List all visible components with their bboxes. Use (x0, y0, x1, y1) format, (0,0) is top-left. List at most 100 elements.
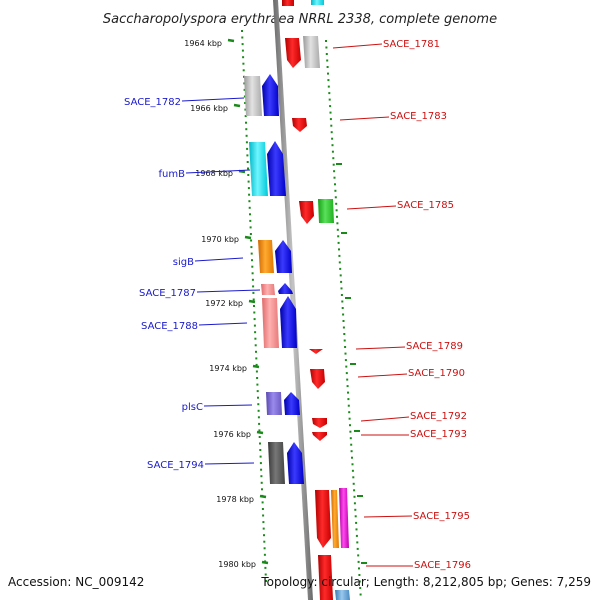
gene-arrow-sace-1792[interactable] (312, 418, 327, 428)
scale-dot (348, 417, 351, 420)
gene-arrow-top-cyan[interactable] (311, 0, 324, 5)
scale-dot (259, 442, 261, 445)
scale-dot (256, 390, 259, 393)
gene-arrow-fumb[interactable] (249, 142, 268, 196)
scale-dot (254, 337, 257, 340)
gene-label-sace-1794[interactable]: SACE_1794 (147, 460, 204, 471)
scale-dash (350, 363, 356, 365)
label-leader-line (363, 515, 413, 518)
scale-dot (331, 150, 334, 153)
gene-label-fumb[interactable]: fumB (159, 169, 186, 180)
scale-dot (336, 228, 339, 231)
label-leader-line (198, 322, 248, 326)
gene-arrow-blue-7[interactable] (287, 442, 304, 484)
gene-arrow-sigb[interactable] (258, 240, 274, 273)
scale-dot (261, 488, 263, 491)
scale-dot (359, 593, 362, 596)
kbp-tick-label: 1968 kbp (195, 169, 233, 178)
gene-arrow-blue-3[interactable] (275, 240, 292, 273)
gene-arrow-blue-5[interactable] (280, 296, 297, 348)
scale-dot (253, 324, 256, 327)
gene-arrow-blue-2[interactable] (267, 141, 286, 196)
gene-label-sace-1792[interactable]: SACE_1792 (410, 411, 467, 422)
scale-dot (344, 346, 347, 348)
gene-label-sace-1785[interactable]: SACE_1785 (397, 200, 454, 211)
gene-arrow-sace-1796[interactable] (318, 555, 333, 600)
scale-dot (343, 339, 346, 342)
gene-arrow-sace-1790[interactable] (310, 369, 325, 389)
scale-dot (261, 508, 264, 510)
gene-label-sace-1788[interactable]: SACE_1788 (141, 321, 198, 332)
gene-arrow-sace-1785[interactable] (299, 201, 314, 224)
scale-dot (248, 193, 251, 196)
gene-arrow-sace-1781[interactable] (285, 38, 301, 68)
gene-arrow-blue-1[interactable] (262, 74, 279, 116)
scale-dot (265, 580, 267, 582)
gene-label-sigb[interactable]: sigB (173, 257, 194, 268)
scale-dot (351, 463, 354, 466)
label-leader-line (346, 205, 397, 210)
gene-arrow-sace-1783[interactable] (292, 118, 307, 132)
gene-arrow-sace-1789[interactable] (309, 349, 323, 354)
scale-dot (346, 378, 349, 381)
gene-arrow-sace-1795[interactable] (315, 490, 331, 548)
scale-dot (356, 541, 359, 544)
gene-arrow-light-blue[interactable] (335, 590, 350, 600)
scale-dot (338, 248, 340, 251)
gene-label-sace-1793[interactable]: SACE_1793 (410, 429, 467, 440)
gene-arrow-blue-6[interactable] (284, 392, 300, 415)
gene-arrow-magenta[interactable] (339, 488, 349, 548)
scale-dot (252, 291, 255, 294)
gene-label-plsc[interactable]: plsC (182, 402, 203, 413)
gene-arrow-sace-1787[interactable] (261, 284, 275, 295)
scale-dot (325, 53, 328, 55)
gene-label-sace-1795[interactable]: SACE_1795 (413, 511, 470, 522)
kbp-tick-label: 1974 kbp (209, 364, 247, 373)
gene-label-sace-1781[interactable]: SACE_1781 (383, 39, 440, 50)
scale-dot (347, 404, 350, 407)
gene-arrow-sace-1793[interactable] (312, 432, 327, 441)
gene-label-sace-1789[interactable]: SACE_1789 (406, 341, 463, 352)
scale-dot (336, 215, 338, 218)
kbp-tick-mark (233, 103, 241, 108)
scale-dot (255, 370, 258, 373)
scale-dot (254, 344, 257, 347)
gene-label-sace-1783[interactable]: SACE_1783 (390, 111, 447, 122)
gene-arrow-plsc[interactable] (266, 392, 282, 415)
scale-dot (352, 476, 355, 479)
scale-dot (355, 528, 358, 531)
scale-dot (328, 92, 331, 95)
gene-label-sace-1790[interactable]: SACE_1790 (408, 368, 465, 379)
scale-dot (258, 429, 261, 432)
scale-dot (249, 233, 252, 235)
scale-dot (251, 278, 254, 281)
scale-dot (329, 118, 332, 121)
scale-dot (253, 318, 256, 321)
gene-label-sace-1796[interactable]: SACE_1796 (414, 560, 471, 571)
scale-dot (340, 287, 343, 290)
gene-label-sace-1782[interactable]: SACE_1782 (124, 97, 181, 108)
scale-dot (328, 98, 331, 101)
kbp-tick-label: 1980 kbp (218, 560, 256, 569)
scale-dot (327, 79, 330, 82)
scale-dot (256, 383, 259, 386)
scale-dot (334, 183, 336, 186)
scale-dot (341, 300, 344, 303)
genome-title: Saccharopolyspora erythraea NRRL 2338, c… (103, 12, 497, 27)
gene-arrow-gray-1[interactable] (303, 36, 320, 68)
gene-label-sace-1787[interactable]: SACE_1787 (139, 288, 196, 299)
scale-dot (342, 313, 345, 316)
scale-dot (245, 121, 247, 124)
gene-arrow-sace-1782[interactable] (244, 76, 262, 116)
scale-dot (332, 163, 335, 166)
gene-arrow-sace-1788[interactable] (262, 298, 279, 348)
label-leader-line (332, 43, 383, 49)
gene-arrow-sace-1794[interactable] (268, 442, 285, 484)
scale-dot (249, 219, 252, 222)
gene-arrow-green[interactable] (318, 199, 334, 223)
gene-arrow-orange-2[interactable] (331, 490, 339, 548)
gene-arrow-blue-4[interactable] (278, 283, 293, 294)
scale-dot (263, 553, 266, 556)
scale-dash (345, 297, 351, 299)
gene-arrow-top-red[interactable] (282, 0, 294, 6)
